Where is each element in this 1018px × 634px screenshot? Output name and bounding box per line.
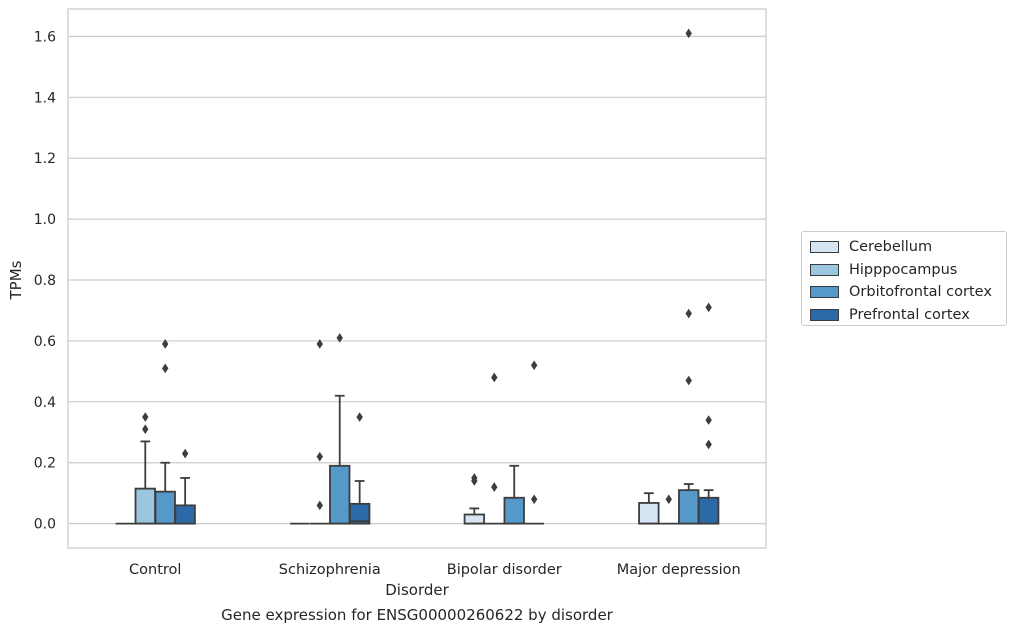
outlier-point (685, 375, 692, 386)
box-group (348, 412, 371, 525)
outlier-point (705, 439, 712, 450)
outlier-point (705, 415, 712, 425)
box-rect (329, 464, 351, 525)
box-rect (134, 487, 156, 525)
box-group (154, 339, 176, 525)
box-group (678, 28, 700, 525)
chart-legend: Cerebellum Hipppocampus Orbitofrontal co… (801, 231, 1007, 326)
box-rect (154, 490, 176, 525)
grid-lines (68, 35, 766, 525)
axis-ticks: 0.0 0.2 0.4 0.6 0.8 1.0 1.2 1.4 1.6 Control Schizo… (34, 29, 741, 578)
outlier-point (705, 302, 712, 313)
outlier-point (491, 482, 498, 492)
outlier-point (530, 494, 538, 505)
legend-item-prefrontal-cortex: Prefrontal cortex (810, 304, 1006, 327)
box-group (174, 448, 196, 525)
y-axis-label: TPMs (7, 260, 25, 300)
y-tick-label: 1.6 (34, 29, 56, 45)
y-tick-label: 1.4 (34, 90, 56, 106)
outlier-point (162, 339, 169, 349)
box-rect (638, 502, 660, 525)
outlier-point (491, 372, 498, 383)
x-axis-label: Disorder (385, 581, 449, 599)
legend-swatch-orbitofrontal-cortex (810, 286, 839, 299)
legend-item-cerebellum: Cerebellum (810, 236, 1006, 259)
box-group (524, 360, 544, 525)
legend-item-hippocampus: Hipppocampus (810, 259, 1006, 282)
x-tick-label: Control (129, 562, 181, 578)
box-group (463, 473, 486, 525)
y-tick-label: 1.2 (34, 151, 56, 167)
box-group (134, 412, 156, 525)
y-tick-label: 0.8 (34, 273, 56, 289)
outlier-point (316, 500, 323, 511)
outlier-point (142, 412, 149, 422)
legend-swatch-prefrontal-cortex (810, 308, 839, 321)
outlier-point (471, 473, 478, 483)
outlier-point (142, 424, 149, 435)
y-tick-label: 1.0 (34, 212, 56, 228)
box-rect (503, 496, 525, 525)
outlier-point (356, 412, 363, 422)
y-tick-label: 0.4 (34, 395, 56, 411)
legend-label-cerebellum: Cerebellum (849, 239, 933, 256)
box-group (484, 372, 505, 525)
outlier-point (316, 339, 323, 349)
outlier-point (316, 451, 323, 462)
y-tick-label: 0.2 (34, 456, 56, 472)
plot-area-frame (67, 8, 767, 549)
legend-label-prefrontal-cortex: Prefrontal cortex (849, 306, 970, 323)
box-rect (678, 489, 700, 525)
box-group (503, 464, 525, 525)
legend-label-hippocampus: Hipppocampus (849, 261, 958, 278)
box-group (638, 492, 660, 525)
box-group (697, 302, 720, 525)
box-rect (463, 513, 486, 525)
outlier-point (530, 360, 538, 371)
outlier-point (162, 363, 169, 374)
x-tick-label: Major depression (617, 562, 741, 578)
box-group (329, 333, 351, 525)
box-group (659, 494, 679, 525)
outlier-point (685, 28, 692, 39)
x-tick-label: Schizophrenia (279, 562, 381, 578)
box-rect (348, 502, 371, 525)
outlier-point (685, 308, 692, 319)
box-group (310, 339, 330, 525)
outlier-point (665, 494, 672, 505)
outlier-point (181, 448, 189, 459)
box-rect (697, 496, 720, 525)
legend-label-orbitofrontal-cortex: Orbitofrontal cortex (849, 284, 992, 301)
legend-swatch-hippocampus (810, 263, 839, 276)
y-tick-label: 0.6 (34, 334, 56, 350)
y-tick-label: 0.0 (34, 517, 56, 533)
plot-boxes (115, 28, 720, 525)
box-rect (174, 504, 196, 525)
x-tick-label: Bipolar disorder (447, 562, 562, 578)
outlier-point (336, 333, 343, 343)
chart-caption: Gene expression for ENSG00000260622 by d… (221, 606, 613, 624)
legend-item-orbitofrontal-cortex: Orbitofrontal cortex (810, 281, 1006, 304)
legend-swatch-cerebellum (810, 241, 839, 254)
